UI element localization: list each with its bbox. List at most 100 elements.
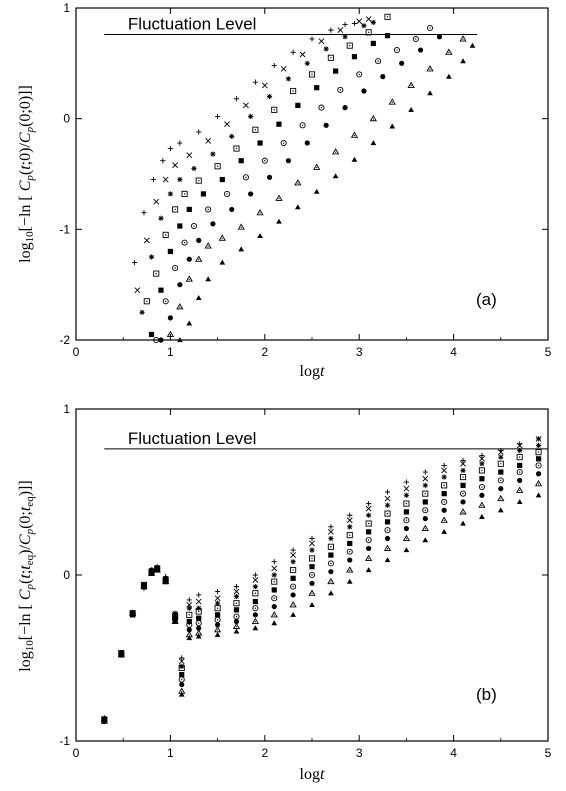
data-point-filled-circle <box>248 191 254 197</box>
data-point-filled-triangle <box>460 58 466 64</box>
data-point-asterisk <box>328 535 334 542</box>
data-point-asterisk <box>441 474 447 480</box>
data-point-filled-square <box>177 223 183 229</box>
data-point-cross <box>243 102 249 109</box>
data-point-plus <box>215 589 221 595</box>
data-point-filled-square <box>186 618 192 625</box>
data-point-filled-triangle <box>389 123 396 129</box>
data-point-circle-dot <box>356 71 363 78</box>
data-point-filled-triangle <box>129 611 136 617</box>
data-point-filled-triangle <box>276 218 282 224</box>
data-point-circle-dot <box>271 595 278 602</box>
data-point-triangle-dot <box>350 131 359 138</box>
data-point-filled-square <box>233 607 240 613</box>
data-point-triangle-dot <box>213 626 222 633</box>
data-point-triangle-dot <box>185 275 193 282</box>
data-point-triangle-dot <box>251 617 260 625</box>
data-point-square-dot <box>233 600 240 607</box>
data-point-filled-square <box>422 499 428 505</box>
data-point-cross <box>346 517 353 524</box>
data-point-filled-circle <box>417 47 424 53</box>
data-point-filled-circle <box>328 569 334 575</box>
data-point-plus <box>384 489 391 495</box>
data-point-circle-dot <box>299 122 306 129</box>
data-point-square-dot <box>478 467 485 474</box>
data-point-filled-square <box>384 33 391 39</box>
data-point-circle-dot <box>205 206 212 213</box>
data-point-plus <box>309 535 315 542</box>
data-point-circle-dot <box>318 104 325 111</box>
data-point-circle-dot <box>195 620 202 627</box>
data-point-filled-square <box>333 68 339 74</box>
data-point-filled-circle <box>436 34 443 40</box>
data-point-filled-circle <box>361 88 367 94</box>
data-point-filled-triangle <box>313 188 320 194</box>
data-point-circle-dot <box>290 583 297 590</box>
data-point-circle-dot <box>535 462 542 469</box>
data-point-circle-dot <box>214 616 221 623</box>
data-point-filled-circle <box>498 486 504 492</box>
data-point-cross <box>365 16 372 22</box>
data-point-filled-square <box>479 476 485 482</box>
data-point-triangle-dot <box>459 35 467 42</box>
x-tick-label: 3 <box>356 345 363 359</box>
data-point-square-dot <box>290 87 297 95</box>
data-point-filled-circle <box>535 471 542 477</box>
data-point-square-dot <box>516 454 523 461</box>
data-point-asterisk <box>186 605 192 611</box>
data-point-circle-dot <box>365 537 372 544</box>
data-point-asterisk <box>460 467 466 474</box>
x-tick-label: 0 <box>73 345 80 359</box>
data-point-circle-dot <box>337 86 344 93</box>
data-point-cross <box>403 485 410 492</box>
x-tick-label: 4 <box>450 746 457 760</box>
data-point-triangle-dot <box>195 255 203 262</box>
data-point-triangle-dot <box>388 98 396 105</box>
data-point-filled-square <box>238 158 244 164</box>
data-point-triangle-dot <box>445 48 453 55</box>
data-point-square-dot <box>365 520 372 527</box>
data-point-triangle-dot <box>426 65 434 72</box>
data-point-filled-triangle <box>219 259 226 265</box>
y-tick-label: 1 <box>63 1 70 15</box>
data-point-circle-dot <box>181 239 188 246</box>
data-point-filled-triangle <box>195 295 202 301</box>
data-point-circle-dot <box>441 498 448 506</box>
fluctuation-level-label-b: Fluctuation Level <box>128 429 257 448</box>
x-tick-label: 2 <box>261 345 268 359</box>
data-point-filled-triangle <box>351 156 358 162</box>
data-point-filled-square <box>196 615 202 621</box>
data-point-filled-triangle <box>257 233 263 239</box>
data-point-cross <box>290 552 297 558</box>
data-point-filled-square <box>403 509 409 515</box>
data-point-filled-circle <box>441 507 447 513</box>
data-point-filled-circle <box>479 492 485 498</box>
data-point-plus <box>160 158 166 164</box>
y-tick-label: 0 <box>63 112 70 126</box>
data-point-square-dot <box>384 13 391 20</box>
data-point-filled-triangle <box>370 140 377 146</box>
data-point-filled-circle <box>460 499 466 505</box>
data-point-plus <box>177 140 183 146</box>
data-point-filled-triangle <box>469 42 476 48</box>
data-point-filled-square <box>276 121 282 127</box>
data-point-circle-dot <box>327 560 334 567</box>
x-tick-label: 5 <box>545 345 552 359</box>
y-tick-label: -2 <box>59 333 70 347</box>
data-point-plus <box>290 49 296 55</box>
data-point-filled-triangle <box>427 90 433 96</box>
data-point-asterisk <box>498 454 504 460</box>
data-point-square-dot <box>497 460 504 467</box>
y-tick-label: -1 <box>59 734 70 748</box>
data-point-circle-dot <box>403 517 410 524</box>
data-point-filled-triangle <box>176 337 183 343</box>
data-point-circle-dot <box>162 298 169 305</box>
data-point-triangle-dot <box>270 611 278 618</box>
data-point-asterisk <box>403 492 409 498</box>
data-point-cross <box>143 237 150 244</box>
data-point-plus <box>460 457 466 464</box>
data-point-triangle-dot <box>237 223 245 230</box>
data-point-square-dot <box>195 608 202 615</box>
data-point-filled-triangle <box>178 691 185 697</box>
data-point-plus <box>131 259 138 266</box>
